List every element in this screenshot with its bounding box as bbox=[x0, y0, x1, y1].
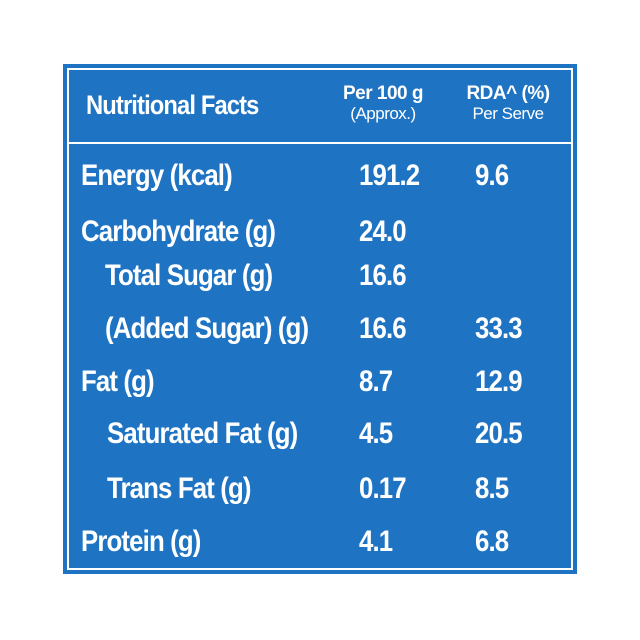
row-value-rda: 9.6 bbox=[475, 159, 509, 192]
column-header-per-100g: Per 100 g (Approx.) bbox=[331, 84, 435, 124]
row-value-per-100g: 8.7 bbox=[359, 365, 393, 398]
table-row-trans-fat: Trans Fat (g) 0.17 8.5 bbox=[69, 469, 571, 509]
row-value-rda: 20.5 bbox=[475, 417, 523, 450]
row-label: Trans Fat (g) bbox=[107, 472, 251, 505]
row-label: Total Sugar (g) bbox=[105, 259, 273, 292]
table-row-total-sugar: Total Sugar (g) 16.6 bbox=[69, 256, 571, 296]
column-header-rda-line1: RDA^ (%) bbox=[466, 83, 550, 104]
header-divider bbox=[69, 142, 571, 144]
row-label: Carbohydrate (g) bbox=[81, 215, 276, 248]
column-header-rda-line2: Per Serve bbox=[472, 104, 544, 123]
row-label: Fat (g) bbox=[81, 365, 155, 398]
table-row-fat: Fat (g) 8.7 12.9 bbox=[69, 362, 571, 402]
row-label: Protein (g) bbox=[81, 525, 201, 558]
row-label: Saturated Fat (g) bbox=[107, 417, 298, 450]
nutrition-facts-panel: Nutritional Facts Per 100 g (Approx.) RD… bbox=[63, 64, 577, 574]
panel-border: Nutritional Facts Per 100 g (Approx.) RD… bbox=[67, 68, 573, 570]
table-title: Nutritional Facts bbox=[86, 90, 259, 120]
row-value-per-100g: 16.6 bbox=[359, 312, 407, 345]
row-value-per-100g: 191.2 bbox=[359, 159, 420, 192]
table-row-saturated-fat: Saturated Fat (g) 4.5 20.5 bbox=[69, 414, 571, 454]
row-value-per-100g: 4.1 bbox=[359, 525, 393, 558]
table-row-protein: Protein (g) 4.1 6.8 bbox=[69, 522, 571, 562]
row-label: Energy (kcal) bbox=[81, 159, 233, 192]
row-value-per-100g: 16.6 bbox=[359, 259, 407, 292]
table-row-added-sugar: (Added Sugar) (g) 16.6 33.3 bbox=[69, 309, 571, 349]
column-header-rda: RDA^ (%) Per Serve bbox=[454, 84, 562, 124]
row-value-rda: 6.8 bbox=[475, 525, 509, 558]
row-value-rda: 12.9 bbox=[475, 365, 523, 398]
table-row-energy: Energy (kcal) 191.2 9.6 bbox=[69, 156, 571, 196]
row-value-rda: 8.5 bbox=[475, 472, 509, 505]
row-value-per-100g: 0.17 bbox=[359, 472, 407, 505]
row-value-per-100g: 4.5 bbox=[359, 417, 393, 450]
column-header-per-100g-line1: Per 100 g bbox=[343, 83, 424, 104]
column-header-per-100g-line2: (Approx.) bbox=[350, 104, 416, 123]
table-row-carbohydrate: Carbohydrate (g) 24.0 bbox=[69, 212, 571, 252]
row-value-rda: 33.3 bbox=[475, 312, 523, 345]
row-label: (Added Sugar) (g) bbox=[105, 312, 309, 345]
row-value-per-100g: 24.0 bbox=[359, 215, 407, 248]
